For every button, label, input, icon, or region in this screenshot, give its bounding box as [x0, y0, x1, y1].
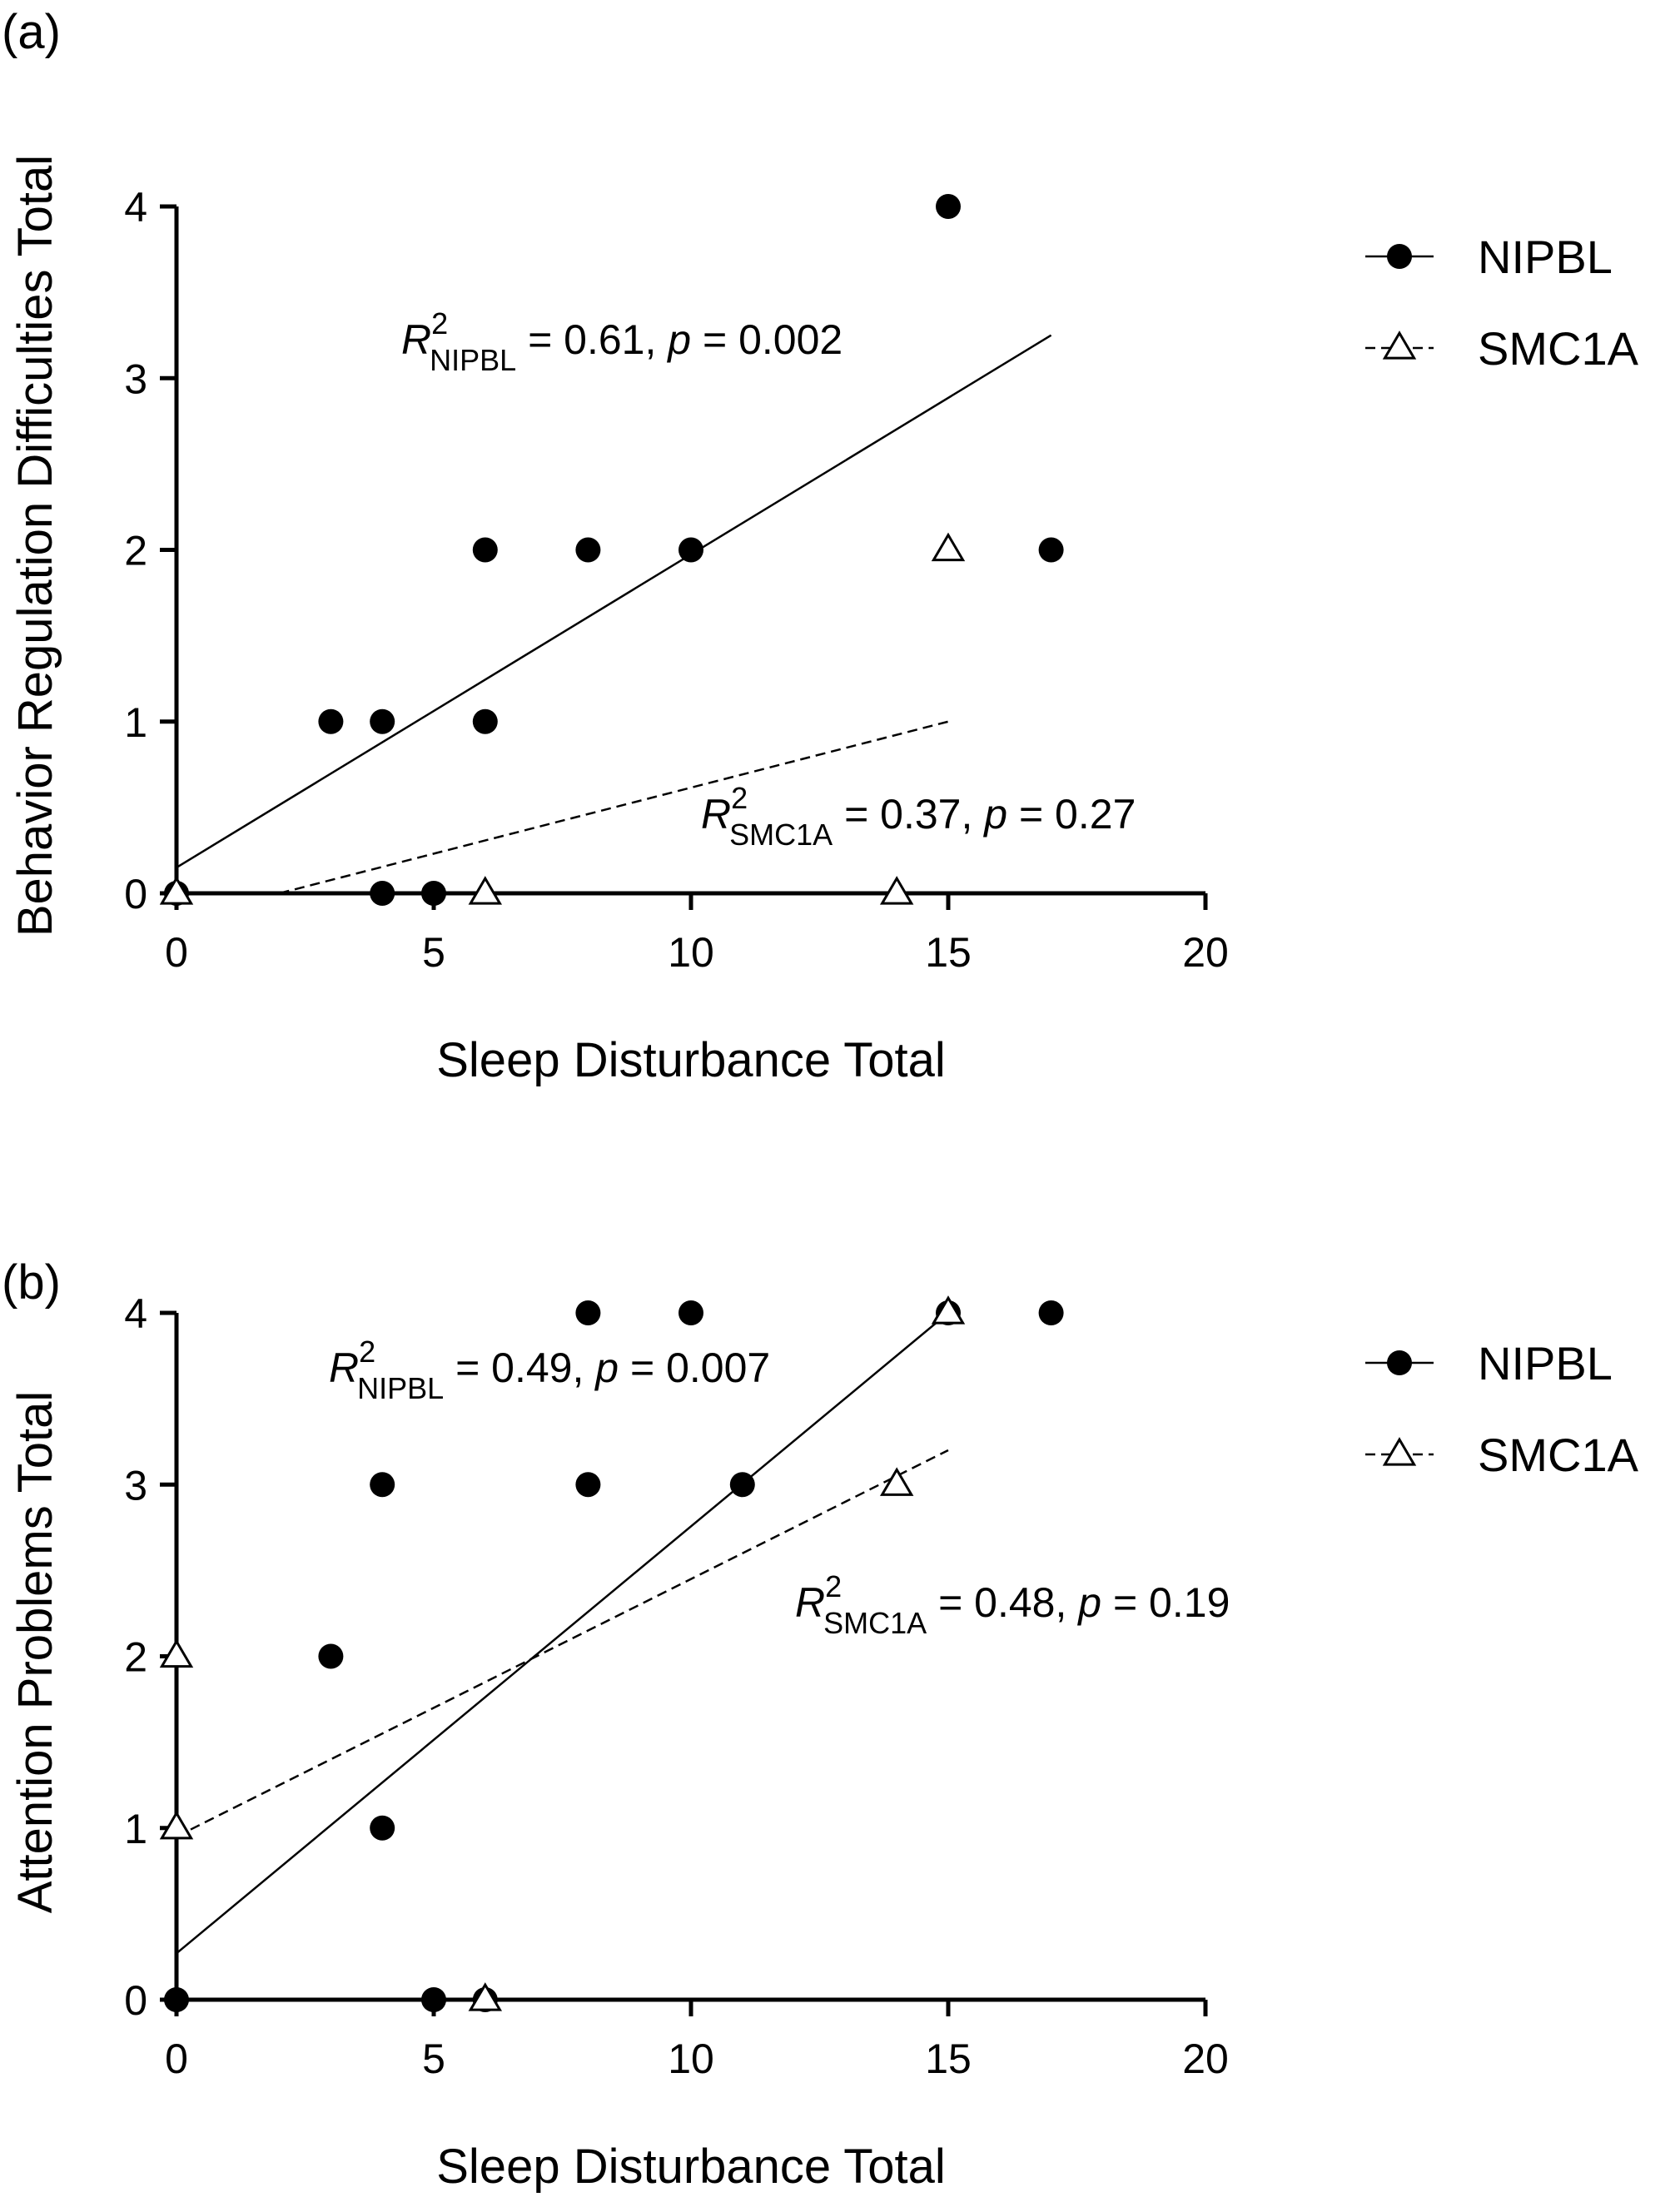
fit-line-smc1a — [279, 720, 949, 895]
x-tick-label: 5 — [422, 929, 445, 976]
y-tick-label: 0 — [124, 1977, 147, 2024]
legend-label-smc1a: SMC1A — [1478, 1429, 1639, 1481]
point-nipbl — [472, 537, 498, 563]
y-axis-title: Attention Problems Total — [8, 1391, 62, 1914]
point-nipbl — [370, 1472, 395, 1498]
fit-line-smc1a — [176, 1449, 949, 1838]
y-tick-label: 3 — [124, 355, 147, 402]
x-tick-label: 20 — [1182, 2036, 1229, 2082]
x-tick-label: 10 — [668, 2036, 714, 2082]
point-nipbl — [936, 194, 961, 219]
x-tick-label: 15 — [925, 929, 972, 976]
point-nipbl — [370, 708, 395, 734]
legend-marker-nipbl — [1387, 1350, 1412, 1375]
point-smc1a — [468, 1982, 503, 2011]
r2-annotation-nipbl: R2 NIPBL = 0.49, p = 0.007 — [329, 1335, 770, 1405]
y-tick-label: 2 — [124, 1634, 147, 1681]
point-nipbl — [472, 708, 498, 734]
point-nipbl — [318, 1643, 344, 1669]
point-nipbl — [318, 708, 344, 734]
legend: NIPBL SMC1A — [1365, 1337, 1639, 1481]
point-smc1a — [931, 1295, 966, 1325]
chart-panel-a: (a) 0 5 10 15 20 0 1 2 3 4 Sleep Disturbance Total B… — [2, 5, 1639, 1087]
legend-marker-smc1a — [1382, 331, 1417, 360]
point-nipbl — [370, 1815, 395, 1841]
x-tick-label: 5 — [422, 2036, 445, 2082]
x-axis-title: Sleep Disturbance Total — [436, 2140, 946, 2194]
point-nipbl — [678, 1300, 703, 1325]
fit-line-nipbl — [176, 1312, 949, 1955]
point-nipbl — [370, 881, 395, 906]
chart-panel-b: (b) 0 5 10 15 20 0 1 2 3 4 Sleep Disturbance Total A… — [2, 1255, 1639, 2194]
panel-label: (a) — [2, 5, 61, 59]
y-tick-label: 4 — [124, 184, 147, 231]
point-smc1a — [159, 876, 194, 905]
point-smc1a — [879, 1467, 914, 1496]
fit-line-nipbl — [176, 334, 1052, 869]
y-tick-label: 0 — [124, 871, 147, 917]
r2-annotation-nipbl: R2 NIPBL = 0.61, p = 0.002 — [401, 306, 842, 377]
x-tick-label: 0 — [165, 929, 188, 976]
point-nipbl — [1038, 537, 1064, 563]
point-nipbl — [678, 537, 703, 563]
x-tick-label: 0 — [165, 2036, 188, 2082]
x-axis-title: Sleep Disturbance Total — [436, 1033, 946, 1087]
point-smc1a — [159, 1810, 194, 1840]
y-tick-label: 3 — [124, 1462, 147, 1509]
y-tick-label: 1 — [124, 1806, 147, 1852]
point-nipbl — [164, 1987, 189, 2012]
point-nipbl — [729, 1472, 755, 1498]
legend-marker-nipbl — [1387, 244, 1412, 269]
legend-label-smc1a: SMC1A — [1478, 322, 1639, 375]
point-nipbl — [421, 1987, 446, 2012]
point-smc1a — [931, 532, 966, 562]
legend: NIPBL SMC1A — [1365, 231, 1639, 375]
y-tick-label: 2 — [124, 528, 147, 574]
legend-label-nipbl: NIPBL — [1478, 231, 1613, 283]
x-tick-label: 10 — [668, 929, 714, 976]
r2-annotation-smc1a: R2 SMC1A = 0.37, p = 0.27 — [701, 781, 1136, 852]
y-tick-label: 1 — [124, 699, 147, 746]
r2-annotation-smc1a: R2 SMC1A = 0.48, p = 0.19 — [795, 1569, 1230, 1640]
legend-label-nipbl: NIPBL — [1478, 1337, 1613, 1389]
point-nipbl — [421, 881, 446, 906]
point-nipbl — [575, 1472, 601, 1498]
x-tick-label: 20 — [1182, 929, 1229, 976]
point-smc1a — [468, 876, 503, 905]
panel-label: (b) — [2, 1255, 61, 1310]
point-smc1a — [879, 876, 914, 905]
point-nipbl — [1038, 1300, 1064, 1325]
legend-marker-smc1a — [1382, 1437, 1417, 1466]
y-axis-title: Behavior Regulation Difficulties Total — [8, 155, 62, 937]
point-nipbl — [575, 1300, 601, 1325]
point-smc1a — [159, 1638, 194, 1668]
x-tick-label: 15 — [925, 2036, 972, 2082]
y-tick-label: 4 — [124, 1290, 147, 1337]
point-nipbl — [575, 537, 601, 563]
